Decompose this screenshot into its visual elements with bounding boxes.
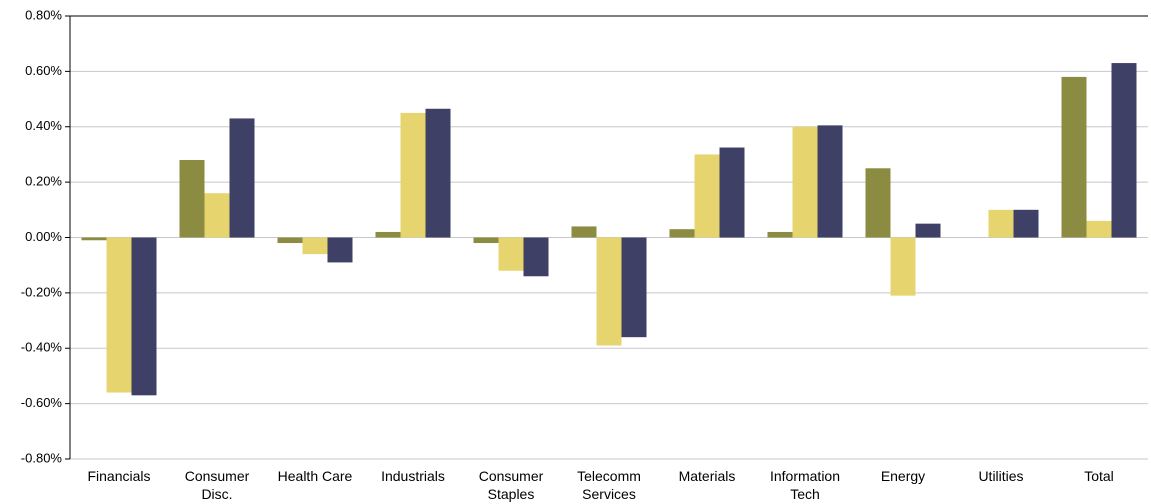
- x-tick-label: Energy: [880, 468, 926, 484]
- y-tick-label: -0.60%: [21, 395, 63, 410]
- y-tick-label: 0.20%: [25, 174, 62, 189]
- bar: [571, 226, 597, 238]
- bar: [1086, 220, 1112, 238]
- bar: [817, 125, 843, 238]
- y-tick-label: 0.40%: [25, 118, 62, 133]
- bar: [400, 112, 426, 238]
- bar: [473, 237, 499, 244]
- x-tick-label: Health Care: [277, 468, 353, 484]
- bar: [669, 229, 695, 238]
- bar: [719, 147, 745, 238]
- bar: [229, 118, 255, 238]
- bar: [865, 168, 891, 238]
- x-tick-label: Information Tech: [769, 468, 841, 502]
- y-tick-label: 0.60%: [25, 63, 62, 78]
- y-tick-label: -0.20%: [21, 284, 63, 299]
- bar: [277, 237, 303, 244]
- bar: [498, 237, 524, 271]
- bar: [375, 231, 401, 238]
- bar: [302, 237, 328, 255]
- bar: [81, 237, 107, 241]
- bar: [106, 237, 132, 393]
- y-tick-label: -0.40%: [21, 340, 63, 355]
- bar: [523, 237, 549, 277]
- y-tick-label: 0.80%: [25, 7, 62, 22]
- x-tick-label: Telecomm Services: [577, 468, 641, 502]
- bar: [915, 223, 941, 238]
- x-tick-label: Consumer Staples: [478, 468, 544, 502]
- y-tick-label: -0.80%: [21, 450, 63, 465]
- bar: [179, 159, 205, 238]
- bar: [1061, 76, 1087, 238]
- x-tick-label: Industrials: [381, 468, 445, 484]
- bar: [792, 126, 818, 238]
- x-tick-label: Total: [1084, 468, 1114, 484]
- x-tick-label: Utilities: [978, 468, 1024, 484]
- bar: [131, 237, 157, 396]
- bar: [621, 237, 647, 338]
- bar: [1111, 63, 1137, 238]
- y-tick-label: 0.00%: [25, 229, 62, 244]
- bar: [988, 209, 1014, 238]
- x-tick-label: Consumer Disc.: [184, 468, 250, 502]
- bar: [694, 154, 720, 238]
- x-tick-label: Financials: [87, 468, 151, 484]
- bar: [327, 237, 353, 263]
- bar: [596, 237, 622, 346]
- bar: [204, 193, 230, 238]
- bar: [767, 231, 793, 238]
- x-tick-label: Materials: [678, 468, 736, 484]
- bar: [890, 237, 916, 296]
- bar: [425, 108, 451, 238]
- bar: [1013, 209, 1039, 238]
